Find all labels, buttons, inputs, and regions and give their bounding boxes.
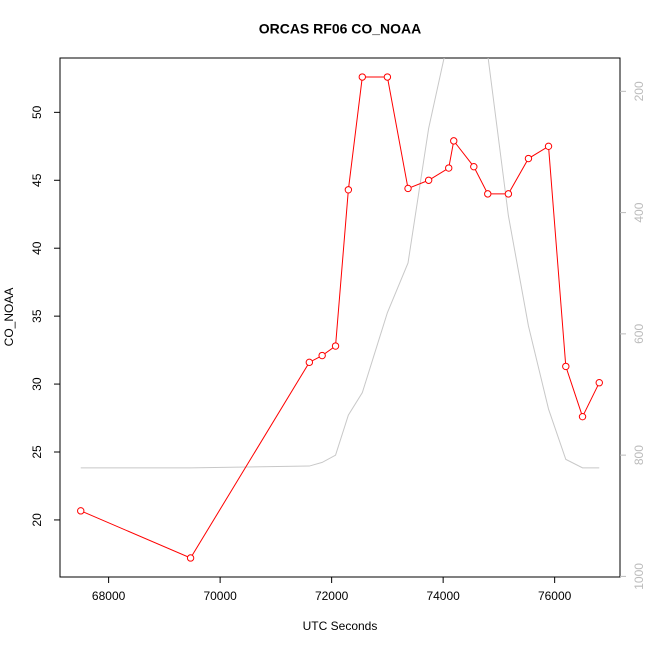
- y-tick-label: 35: [30, 309, 44, 323]
- y-tick-label: 20: [30, 513, 44, 527]
- point: [344, 186, 353, 194]
- point: [562, 362, 570, 371]
- y2-tick-label: 400: [632, 202, 646, 222]
- point: [544, 142, 553, 151]
- point: [470, 162, 478, 171]
- point: [305, 358, 314, 367]
- point: [484, 190, 492, 198]
- x-tick-label: 70000: [203, 589, 237, 603]
- x-tick-label: 72000: [315, 589, 349, 603]
- y2-tick-label: 600: [632, 324, 646, 344]
- y-tick-label: 45: [30, 173, 44, 187]
- point: [331, 342, 340, 350]
- y-tick-label: 50: [30, 105, 44, 119]
- y2-tick-label: 1000: [632, 563, 646, 590]
- y-tick-label: 40: [30, 241, 44, 255]
- y2-tick-label: 200: [632, 81, 646, 101]
- point: [578, 412, 587, 421]
- point: [358, 73, 367, 81]
- y-tick-label: 25: [30, 445, 44, 459]
- point: [450, 137, 458, 145]
- point: [383, 73, 392, 81]
- series-line: [80, 58, 600, 469]
- point: [404, 184, 412, 193]
- point: [186, 554, 195, 562]
- y-tick-label: 30: [30, 377, 44, 391]
- chart-title: ORCAS RF06 CO_NOAA: [259, 21, 422, 37]
- x-tick-label: 74000: [426, 589, 460, 603]
- plot-frame: [59, 57, 621, 578]
- x-tick-label: 68000: [92, 589, 126, 603]
- y-axis-label: CO_NOAA: [2, 288, 16, 347]
- point: [445, 164, 453, 172]
- point: [77, 507, 85, 515]
- point: [524, 154, 533, 163]
- y2-tick-label: 800: [632, 445, 646, 465]
- point: [504, 190, 513, 198]
- x-tick-label: 76000: [538, 589, 572, 603]
- plot-area: [77, 58, 603, 562]
- x-axis-label: UTC Seconds: [303, 619, 378, 633]
- point: [424, 176, 433, 184]
- series-line: [80, 76, 600, 559]
- point: [595, 379, 603, 387]
- point: [318, 351, 326, 360]
